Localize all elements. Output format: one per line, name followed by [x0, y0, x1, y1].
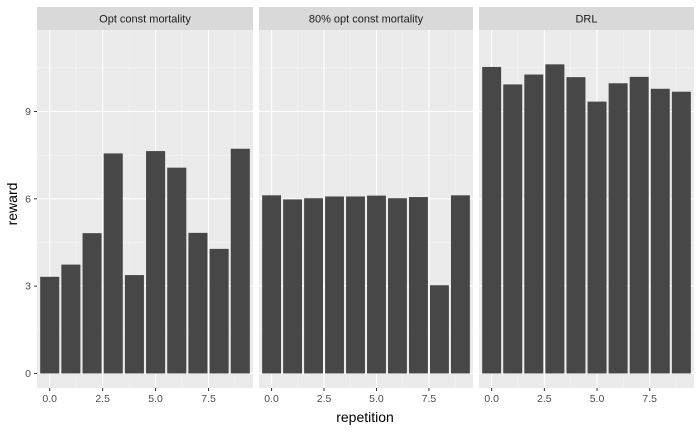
- bar: [209, 248, 229, 374]
- bar: [82, 233, 102, 374]
- facet-panel: Opt const mortality 0.0 2.5 5.0 7.5: [37, 7, 253, 405]
- x-tick-label: 0.0: [264, 393, 279, 405]
- bar: [304, 198, 323, 374]
- bar: [262, 195, 282, 374]
- x-tick-label: 5.0: [369, 393, 384, 405]
- facet-strip: [259, 7, 473, 30]
- bar: [629, 76, 649, 374]
- bar: [450, 195, 470, 374]
- x-tick-label: 7.5: [422, 393, 437, 405]
- bar: [167, 167, 187, 374]
- bar: [124, 275, 144, 374]
- facet-strip: [479, 7, 694, 30]
- bar: [608, 83, 628, 374]
- bar: [650, 88, 670, 374]
- y-tick-label: 6: [25, 193, 31, 205]
- bar: [40, 276, 60, 374]
- bar: [671, 91, 691, 374]
- x-tick-label: 2.5: [537, 393, 552, 405]
- y-tick-label: 0: [25, 368, 31, 380]
- y-axis-title: reward: [4, 183, 20, 226]
- x-axis-title: repetition: [336, 409, 394, 425]
- bar: [346, 196, 365, 374]
- bar: [388, 198, 407, 374]
- bar: [429, 285, 449, 374]
- x-tick-label: 5.0: [148, 393, 163, 405]
- x-tick-label: 2.5: [317, 393, 332, 405]
- bar: [325, 196, 344, 374]
- bar: [61, 264, 81, 374]
- bar: [566, 77, 586, 374]
- x-tick-label: 0.0: [484, 393, 499, 405]
- bar: [545, 64, 565, 374]
- y-tick-label: 3: [25, 281, 31, 293]
- bar: [524, 74, 544, 374]
- bar: [230, 148, 250, 374]
- x-tick-label: 7.5: [201, 393, 216, 405]
- x-tick-label: 0.0: [42, 393, 57, 405]
- bar: [409, 197, 428, 374]
- bar: [482, 66, 502, 374]
- bar: [503, 84, 523, 374]
- x-tick-label: 5.0: [590, 393, 605, 405]
- y-axis: 0 3 6 9: [25, 106, 37, 380]
- y-tick-label: 9: [25, 106, 31, 118]
- bar: [367, 195, 386, 374]
- facet-strip: [37, 7, 253, 30]
- facet-panel: 80% opt const mortality 0.0 2.5 5.0 7.5: [259, 7, 473, 405]
- bar: [146, 151, 166, 374]
- facet-title: Opt const mortality: [99, 14, 191, 26]
- facet-title: DRL: [575, 14, 597, 26]
- facet-panel: DRL 0.0 2.5 5.0 7.5: [479, 7, 694, 405]
- bar: [587, 101, 607, 374]
- bar: [188, 232, 208, 374]
- x-tick-label: 7.5: [642, 393, 657, 405]
- facet-title: 80% opt const mortality: [309, 14, 424, 26]
- bar: [103, 153, 123, 374]
- x-tick-label: 2.5: [95, 393, 110, 405]
- bar: [283, 199, 303, 374]
